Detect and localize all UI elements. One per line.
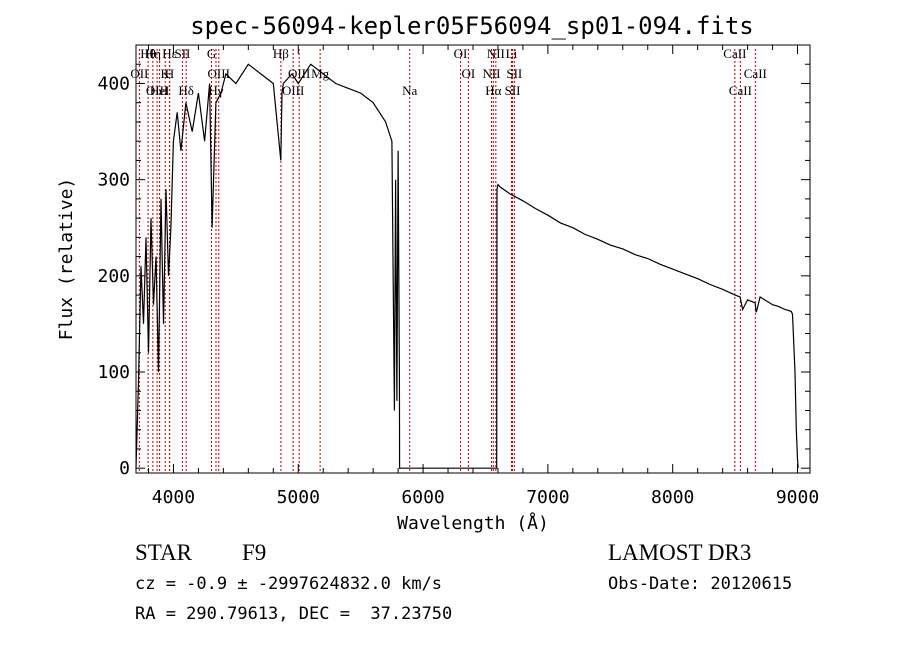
line-label: Hδ [178, 83, 194, 98]
x-tick-label: 4000 [152, 487, 195, 508]
x-tick-label: 6000 [401, 487, 444, 508]
line-label: OIII [208, 66, 230, 81]
line-label: OI [462, 66, 476, 81]
y-tick-label: 200 [97, 266, 130, 287]
chart-title: spec-56094-kepler05F56094_sp01-094.fits [190, 12, 754, 40]
line-label: G [207, 46, 216, 61]
line-label: SII [506, 66, 522, 81]
line-label: CaII [723, 46, 746, 61]
coordinates-line: RA = 290.79613, DEC = 37.23750 [135, 604, 453, 624]
y-tick-label: 0 [119, 458, 130, 479]
x-axis: 4000 5000 6000 7000 8000 9000 [147, 45, 819, 508]
x-tick-label: 7000 [526, 487, 569, 508]
line-label: H [165, 66, 174, 81]
x-tick-label: 5000 [277, 487, 320, 508]
redshift-line: cz = -0.9 ± -2997624832.0 km/s [135, 574, 443, 594]
line-label: OIII [288, 66, 310, 81]
line-label: CaII [744, 66, 767, 81]
line-label: Hθ [140, 46, 156, 61]
line-label: K [161, 66, 171, 81]
line-label: Mg [311, 66, 330, 81]
spectrum-line [135, 63, 799, 469]
x-tick-label: 8000 [651, 487, 694, 508]
spectrum-chart: spec-56094-kepler05F56094_sp01-094.fits … [56, 12, 819, 534]
line-label: OII [130, 66, 148, 81]
line-label: Hη [145, 46, 161, 61]
line-label: OIII [146, 83, 168, 98]
line-label: NII [487, 46, 505, 61]
object-class: STAR [135, 540, 192, 565]
line-label: SII [505, 83, 521, 98]
obs-date: Obs-Date: 20120615 [608, 574, 793, 594]
line-label: Na [402, 83, 417, 98]
subclass: F9 [242, 540, 267, 565]
line-label: CaII [729, 83, 752, 98]
line-label: SII [174, 46, 190, 61]
y-axis-label: Flux (relative) [56, 178, 77, 341]
line-labels: HθOIIOIIIHεKHeIHηHHδSIIOIIIHγGOIIIOIIIHβ… [130, 46, 767, 98]
line-label: Li [506, 46, 518, 61]
plot-frame [135, 44, 811, 474]
line-label: HeI [150, 83, 170, 98]
survey-name: LAMOST DR3 [608, 540, 752, 565]
x-tick-label: 9000 [776, 487, 819, 508]
y-tick-label: 100 [97, 362, 130, 383]
line-markers [138, 49, 756, 473]
y-tick-label: 300 [97, 170, 130, 191]
y-axis: 0 100 200 300 400 [97, 63, 810, 479]
line-label: OIII [282, 83, 304, 98]
series-layer [135, 63, 799, 469]
line-label: OI [454, 46, 468, 61]
line-label: Hβ [273, 46, 289, 61]
y-tick-label: 400 [97, 73, 130, 94]
line-label: Hα [485, 83, 501, 98]
x-axis-label: Wavelength (Å) [397, 512, 549, 534]
line-label: NII [482, 66, 500, 81]
